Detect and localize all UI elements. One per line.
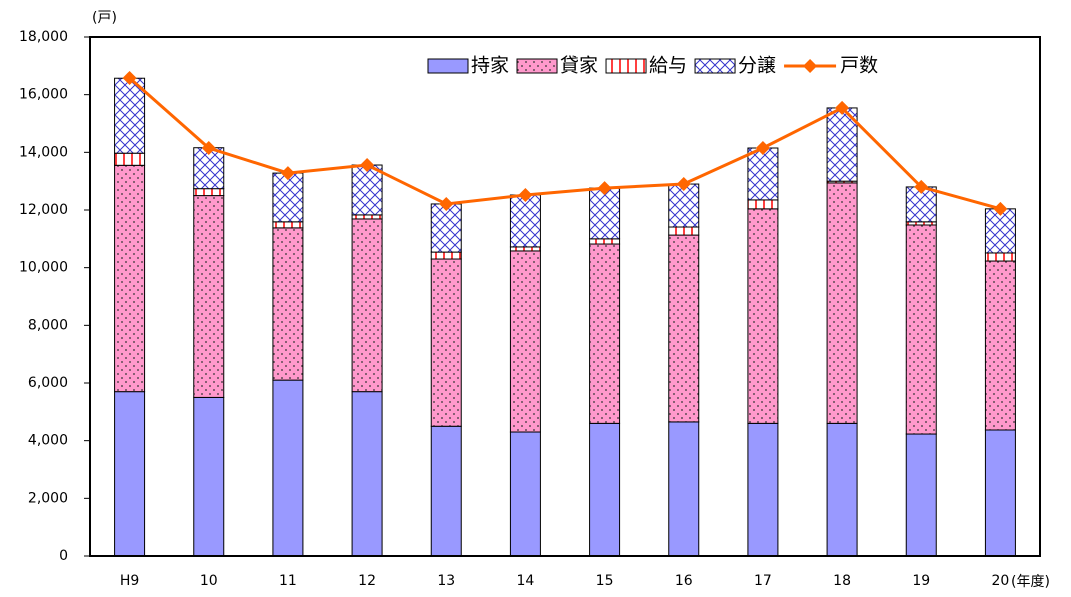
line-marker [122,70,137,85]
line-marker [993,201,1008,216]
x-tick-label: 15 [596,573,614,589]
x-tick-label: 13 [437,573,455,589]
y-tick-label: 6,000 [28,375,68,391]
bar-segment [984,429,1016,557]
legend-swatch [605,58,647,74]
bar-segment [193,195,225,398]
line-marker [676,177,691,192]
line-marker [518,188,533,203]
bar-segment [430,258,462,427]
x-tick-label: 12 [358,573,376,589]
bar-segment [114,164,146,393]
legend-swatch [694,58,736,74]
y-tick-label: 8,000 [28,317,68,333]
bar-segment [193,188,225,197]
bar-segment [905,224,937,435]
y-tick-label: 14,000 [19,144,68,160]
bar-segment [509,431,541,557]
line-marker [755,141,770,156]
legend-swatch [516,58,558,74]
x-tick-label: 10 [200,573,218,589]
y-tick-label: 18,000 [19,29,68,45]
x-tick-label: 16 [675,573,693,589]
bar-segment [351,214,383,220]
bar-segment [589,238,621,245]
bar-segment [747,422,779,557]
line-marker [280,166,295,181]
line-marker [835,100,850,115]
bar-segment [668,234,700,423]
bar-segment [430,251,462,260]
line-marker [914,179,929,194]
y-tick-label: 16,000 [19,87,68,103]
bar-segment [589,422,621,557]
bar-segment [114,391,146,557]
bar-segment [430,203,462,253]
bar-segment [351,391,383,557]
y-tick-label: 10,000 [19,260,68,276]
line [128,76,1001,211]
bar-segment [984,252,1016,262]
x-tick-label: 11 [279,573,297,589]
line-marker [597,181,612,196]
x-tick-label: 20 [992,573,1010,589]
x-axis-label: (年度) [1011,574,1050,590]
bar-segment [114,77,146,154]
bar-segment [589,243,621,424]
bar-segment [826,107,858,182]
x-tick-label: H9 [120,573,139,589]
bar-segment [826,182,858,424]
bar-segment [984,260,1016,431]
bar-segment [984,208,1016,254]
bar-segment [272,172,304,223]
bar-segment [509,246,541,252]
bar-segment [272,221,304,229]
bar-segment [747,199,779,210]
plot-frame [89,36,1041,557]
bar-segment [747,208,779,424]
y-axis-label: (戸) [92,10,117,26]
line-marker [201,141,216,156]
bar-segment [351,218,383,393]
y-tick-label: 4,000 [28,433,68,449]
bar-segment [114,152,146,166]
legend-label: 貸家 [560,55,598,77]
legend-label: 戸数 [840,55,878,77]
x-tick-label: 17 [754,573,772,589]
x-tick-label: 18 [833,573,851,589]
bar-segment [272,379,304,557]
bar-segment [826,422,858,557]
bar-segment [430,425,462,557]
legend-swatch [427,58,469,74]
line-marker [439,196,454,211]
y-tick-label: 2,000 [28,490,68,506]
bar-segment [668,226,700,236]
legend-label: 分譲 [738,55,776,77]
bar-segment [747,147,779,201]
bar-segment [589,187,621,240]
bar-segment [668,421,700,557]
x-tick-label: 14 [517,573,535,589]
legend-label: 持家 [471,55,509,77]
y-tick-label: 0 [59,548,68,564]
bar-segment [193,396,225,557]
legend-marker [803,59,818,73]
x-tick-label: 19 [912,573,930,589]
bar-segment [509,194,541,248]
bar-segment [272,227,304,381]
legend-label: 給与 [649,55,687,77]
bar-segment [351,164,383,216]
y-tick-label: 12,000 [19,202,68,218]
bar-segment [905,433,937,557]
bar-segment [509,250,541,433]
line-marker [360,158,375,173]
